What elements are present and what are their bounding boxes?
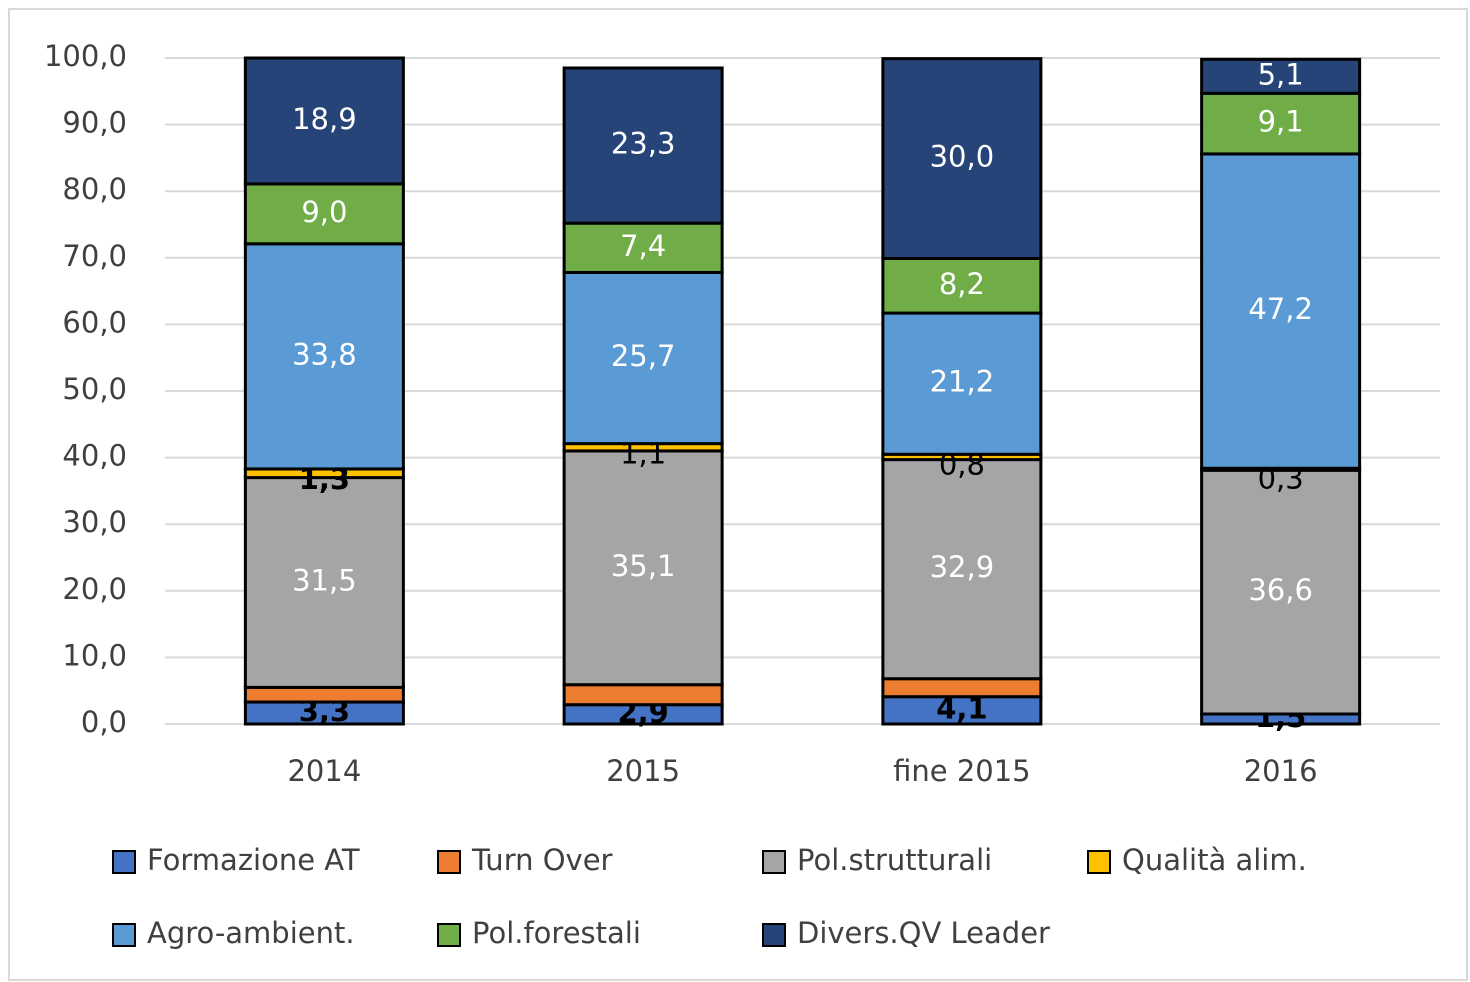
data-label: 8,2 [939,267,985,301]
data-label: 9,1 [1258,105,1304,139]
legend-swatch [437,850,461,874]
data-label: 35,1 [611,549,676,583]
bar-segment [881,458,1043,681]
x-tick-label: 2016 [1244,754,1318,788]
bar-segment [881,256,1043,315]
y-tick-label: 50,0 [62,372,127,406]
legend-swatch [762,923,786,947]
y-tick-label: 80,0 [62,172,127,206]
legend-swatch [437,923,461,947]
y-tick-label: 20,0 [62,572,127,606]
data-label: 47,2 [1248,292,1313,326]
y-tick-label: 10,0 [62,638,127,672]
legend-label: Formazione AT [147,843,360,877]
data-label: 32,9 [930,550,995,584]
data-label: 7,4 [620,229,666,263]
data-label: 21,2 [930,365,995,399]
y-tick-label: 40,0 [62,439,127,473]
x-tick-label: 2015 [606,754,680,788]
y-tick-label: 70,0 [62,239,127,273]
bar-segment [243,182,405,246]
y-tick-label: 90,0 [62,106,127,140]
data-label: 9,0 [301,195,347,229]
bar-segment [562,66,724,225]
legend-label: Divers.QV Leader [797,916,1050,950]
data-label: 31,5 [292,563,357,597]
data-label: 5,1 [1258,57,1304,91]
bar-segment [562,449,724,687]
legend-swatch [762,850,786,874]
legend-label: Pol.strutturali [797,843,992,877]
bar-segment [243,476,405,689]
legend-label: Qualità alim. [1122,843,1307,877]
bar-segment [562,683,724,707]
bar-segment [243,56,405,186]
data-label: 18,9 [292,102,357,136]
bar-segment [1200,152,1362,470]
legend-swatch [112,850,136,874]
data-label: 36,6 [1248,573,1313,607]
legend-swatch [112,923,136,947]
data-label: 23,3 [611,127,676,161]
legend-label: Agro-ambient. [147,916,355,950]
y-tick-label: 0,0 [81,705,127,739]
bar-segment [881,57,1043,260]
y-tick-label: 60,0 [62,305,127,339]
bar-segment [1200,468,1362,716]
x-tick-label: 2014 [287,754,361,788]
bar-segment [1200,57,1362,95]
bar-segment [243,685,405,704]
legend-label: Turn Over [471,843,613,877]
data-label: 33,8 [292,337,357,371]
data-label: 30,0 [930,140,995,174]
data-label: 25,7 [611,339,676,373]
y-tick-label: 30,0 [62,505,127,539]
bar-segment [881,677,1043,699]
bar-segment [243,242,405,471]
legend-swatch [1087,850,1111,874]
y-tick-label: 100,0 [44,39,127,73]
legend-label: Pol.forestali [472,916,641,950]
bar-segment [1200,91,1362,156]
x-tick-label: fine 2015 [893,754,1031,788]
